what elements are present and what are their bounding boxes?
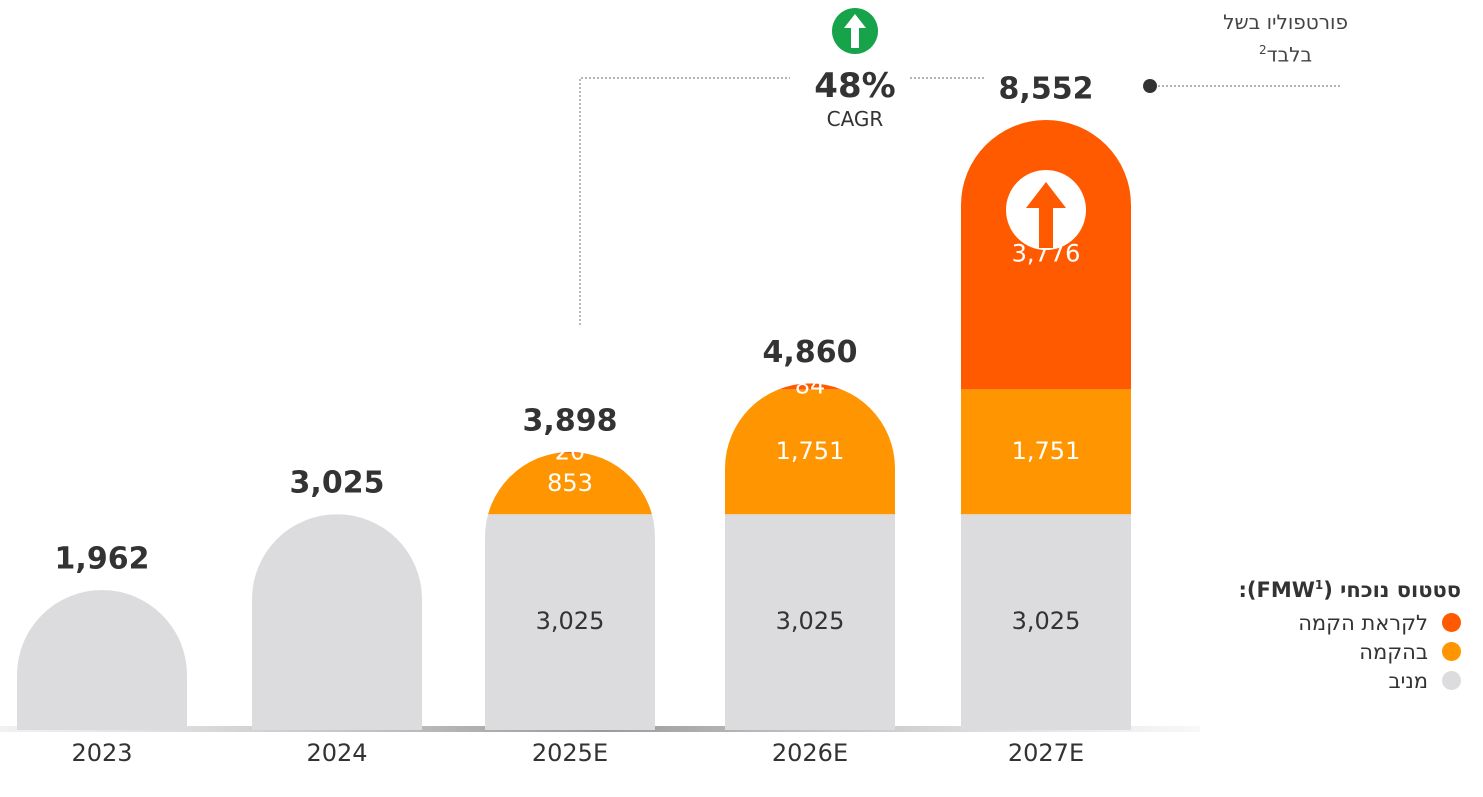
note-sup: 2 [1259, 43, 1267, 57]
legend-title: סטטוס נוכחי (FMW1): [1239, 578, 1462, 602]
legend-label: לקראת הקמה [1298, 610, 1428, 635]
total-label: 3,025 [290, 466, 385, 501]
bar-segment [961, 389, 1131, 515]
column [17, 590, 187, 730]
column [485, 451, 655, 730]
segment-label: 3,025 [536, 607, 605, 635]
growth-icon [832, 8, 878, 54]
legend-item: מניב [1239, 666, 1461, 695]
total-label: 8,552 [999, 72, 1094, 107]
connector-dot [1143, 79, 1157, 93]
bar-segment [961, 120, 1131, 390]
legend-label: מניב [1388, 668, 1428, 693]
bar-segment [17, 590, 187, 730]
x-tick-label: 2023 [71, 739, 132, 767]
legend-swatch [1442, 613, 1461, 632]
x-tick-label: 2027E [1008, 739, 1084, 767]
legend-label: בהקמה [1359, 639, 1428, 664]
segment-label: 1,751 [776, 437, 845, 465]
x-tick-label: 2026E [772, 739, 848, 767]
total-label: 1,962 [55, 542, 150, 577]
legend-item: לקראת הקמה [1239, 608, 1461, 637]
bar-segment [961, 514, 1131, 730]
legend-title-end: ): [1238, 578, 1257, 602]
segment-label: 3,025 [776, 607, 845, 635]
note-text: בלבד [1266, 42, 1313, 67]
x-tick-label: 2024 [306, 739, 367, 767]
legend: סטטוס נוכחי (FMW1): לקראת הקמה בהקמה מניב [1239, 578, 1462, 695]
cagr-label: CAGR [826, 107, 884, 131]
note-line: בלבד2 [1223, 36, 1348, 69]
total-label: 3,898 [523, 403, 618, 438]
bar-segment [725, 383, 895, 390]
segment-label: 20 [555, 438, 586, 466]
bar-segment [485, 514, 655, 730]
legend-swatch [1442, 671, 1461, 690]
connector [579, 77, 790, 325]
segment-label: 1,751 [1012, 437, 1081, 465]
segment-label: 3,025 [1012, 607, 1081, 635]
bar-segment [725, 389, 895, 515]
growth-icon [1006, 170, 1086, 250]
x-tick-label: 2025E [532, 739, 608, 767]
column [252, 514, 422, 730]
cagr-value: 48% [814, 66, 896, 106]
bar-segment [252, 514, 422, 730]
column [725, 383, 895, 730]
column [961, 120, 1131, 730]
icon-arrow [1026, 182, 1066, 248]
segment-label: 84 [795, 371, 826, 399]
bar-segment [725, 514, 895, 730]
legend-title-text: סטטוס נוכחי (FMW [1256, 578, 1462, 602]
legend-swatch [1442, 642, 1461, 661]
segment-label: 853 [547, 469, 593, 497]
legend-title-sup: 1 [1314, 578, 1324, 592]
bar-segment [485, 451, 655, 454]
legend-item: בהקמה [1239, 637, 1461, 666]
note-line: פורטפוליו בשל [1223, 10, 1348, 34]
total-label: 4,860 [763, 335, 858, 370]
cagr: 48% CAGR [800, 66, 910, 132]
note: פורטפוליו בשל בלבד2 [1223, 8, 1348, 69]
